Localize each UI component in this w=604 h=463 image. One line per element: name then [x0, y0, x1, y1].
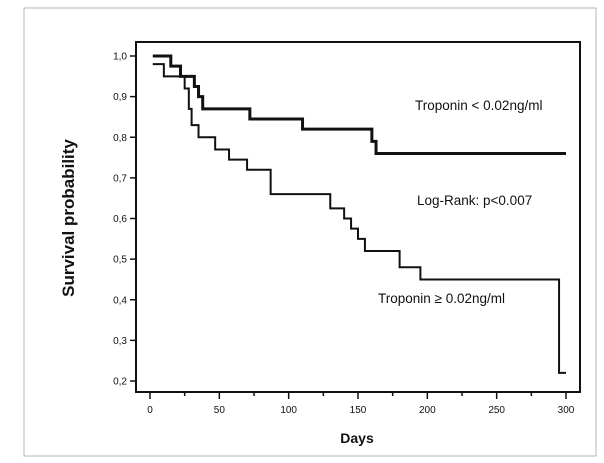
x-tick-label: 150 [350, 405, 367, 416]
x-tick-label: 300 [558, 405, 575, 416]
x-tick-label: 0 [147, 405, 153, 416]
y-tick-label: 0,8 [113, 133, 127, 144]
x-axis-title: Days [340, 430, 374, 446]
y-tick-label: 0,5 [113, 255, 127, 266]
series-layer [152, 54, 566, 374]
y-tick-label: 1,0 [113, 52, 127, 63]
y-tick-label: 0,7 [113, 173, 127, 184]
y-tick-label: 0,3 [113, 336, 127, 347]
figure-frame [23, 7, 597, 457]
x-tick-label: 200 [419, 405, 436, 416]
y-tick-label: 0,6 [113, 214, 127, 225]
y-axis-title: Survival probability [59, 139, 78, 297]
annotation-troponin-low: Troponin < 0.02ng/ml [415, 98, 542, 113]
y-tick-label: 0,2 [113, 377, 127, 388]
x-axis-ticks: 0 50 100 150 200 250 300 [147, 392, 575, 416]
x-tick-label: 100 [280, 405, 297, 416]
x-tick-label: 250 [488, 405, 505, 416]
survival-curve-1 [152, 54, 566, 155]
y-axis-ticks: 1,0 0,9 0,8 0,7 0,6 0,5 0,4 0,3 0,2 [113, 52, 136, 388]
annotation-troponin-high: Troponin ≥ 0.02ng/ml [378, 291, 505, 306]
x-tick-label: 50 [214, 405, 226, 416]
y-tick-label: 0,4 [113, 295, 127, 306]
survival-curve-2 [152, 63, 566, 374]
annotation-log-rank: Log-Rank: p<0.007 [417, 193, 532, 208]
y-tick-label: 0,9 [113, 92, 127, 103]
